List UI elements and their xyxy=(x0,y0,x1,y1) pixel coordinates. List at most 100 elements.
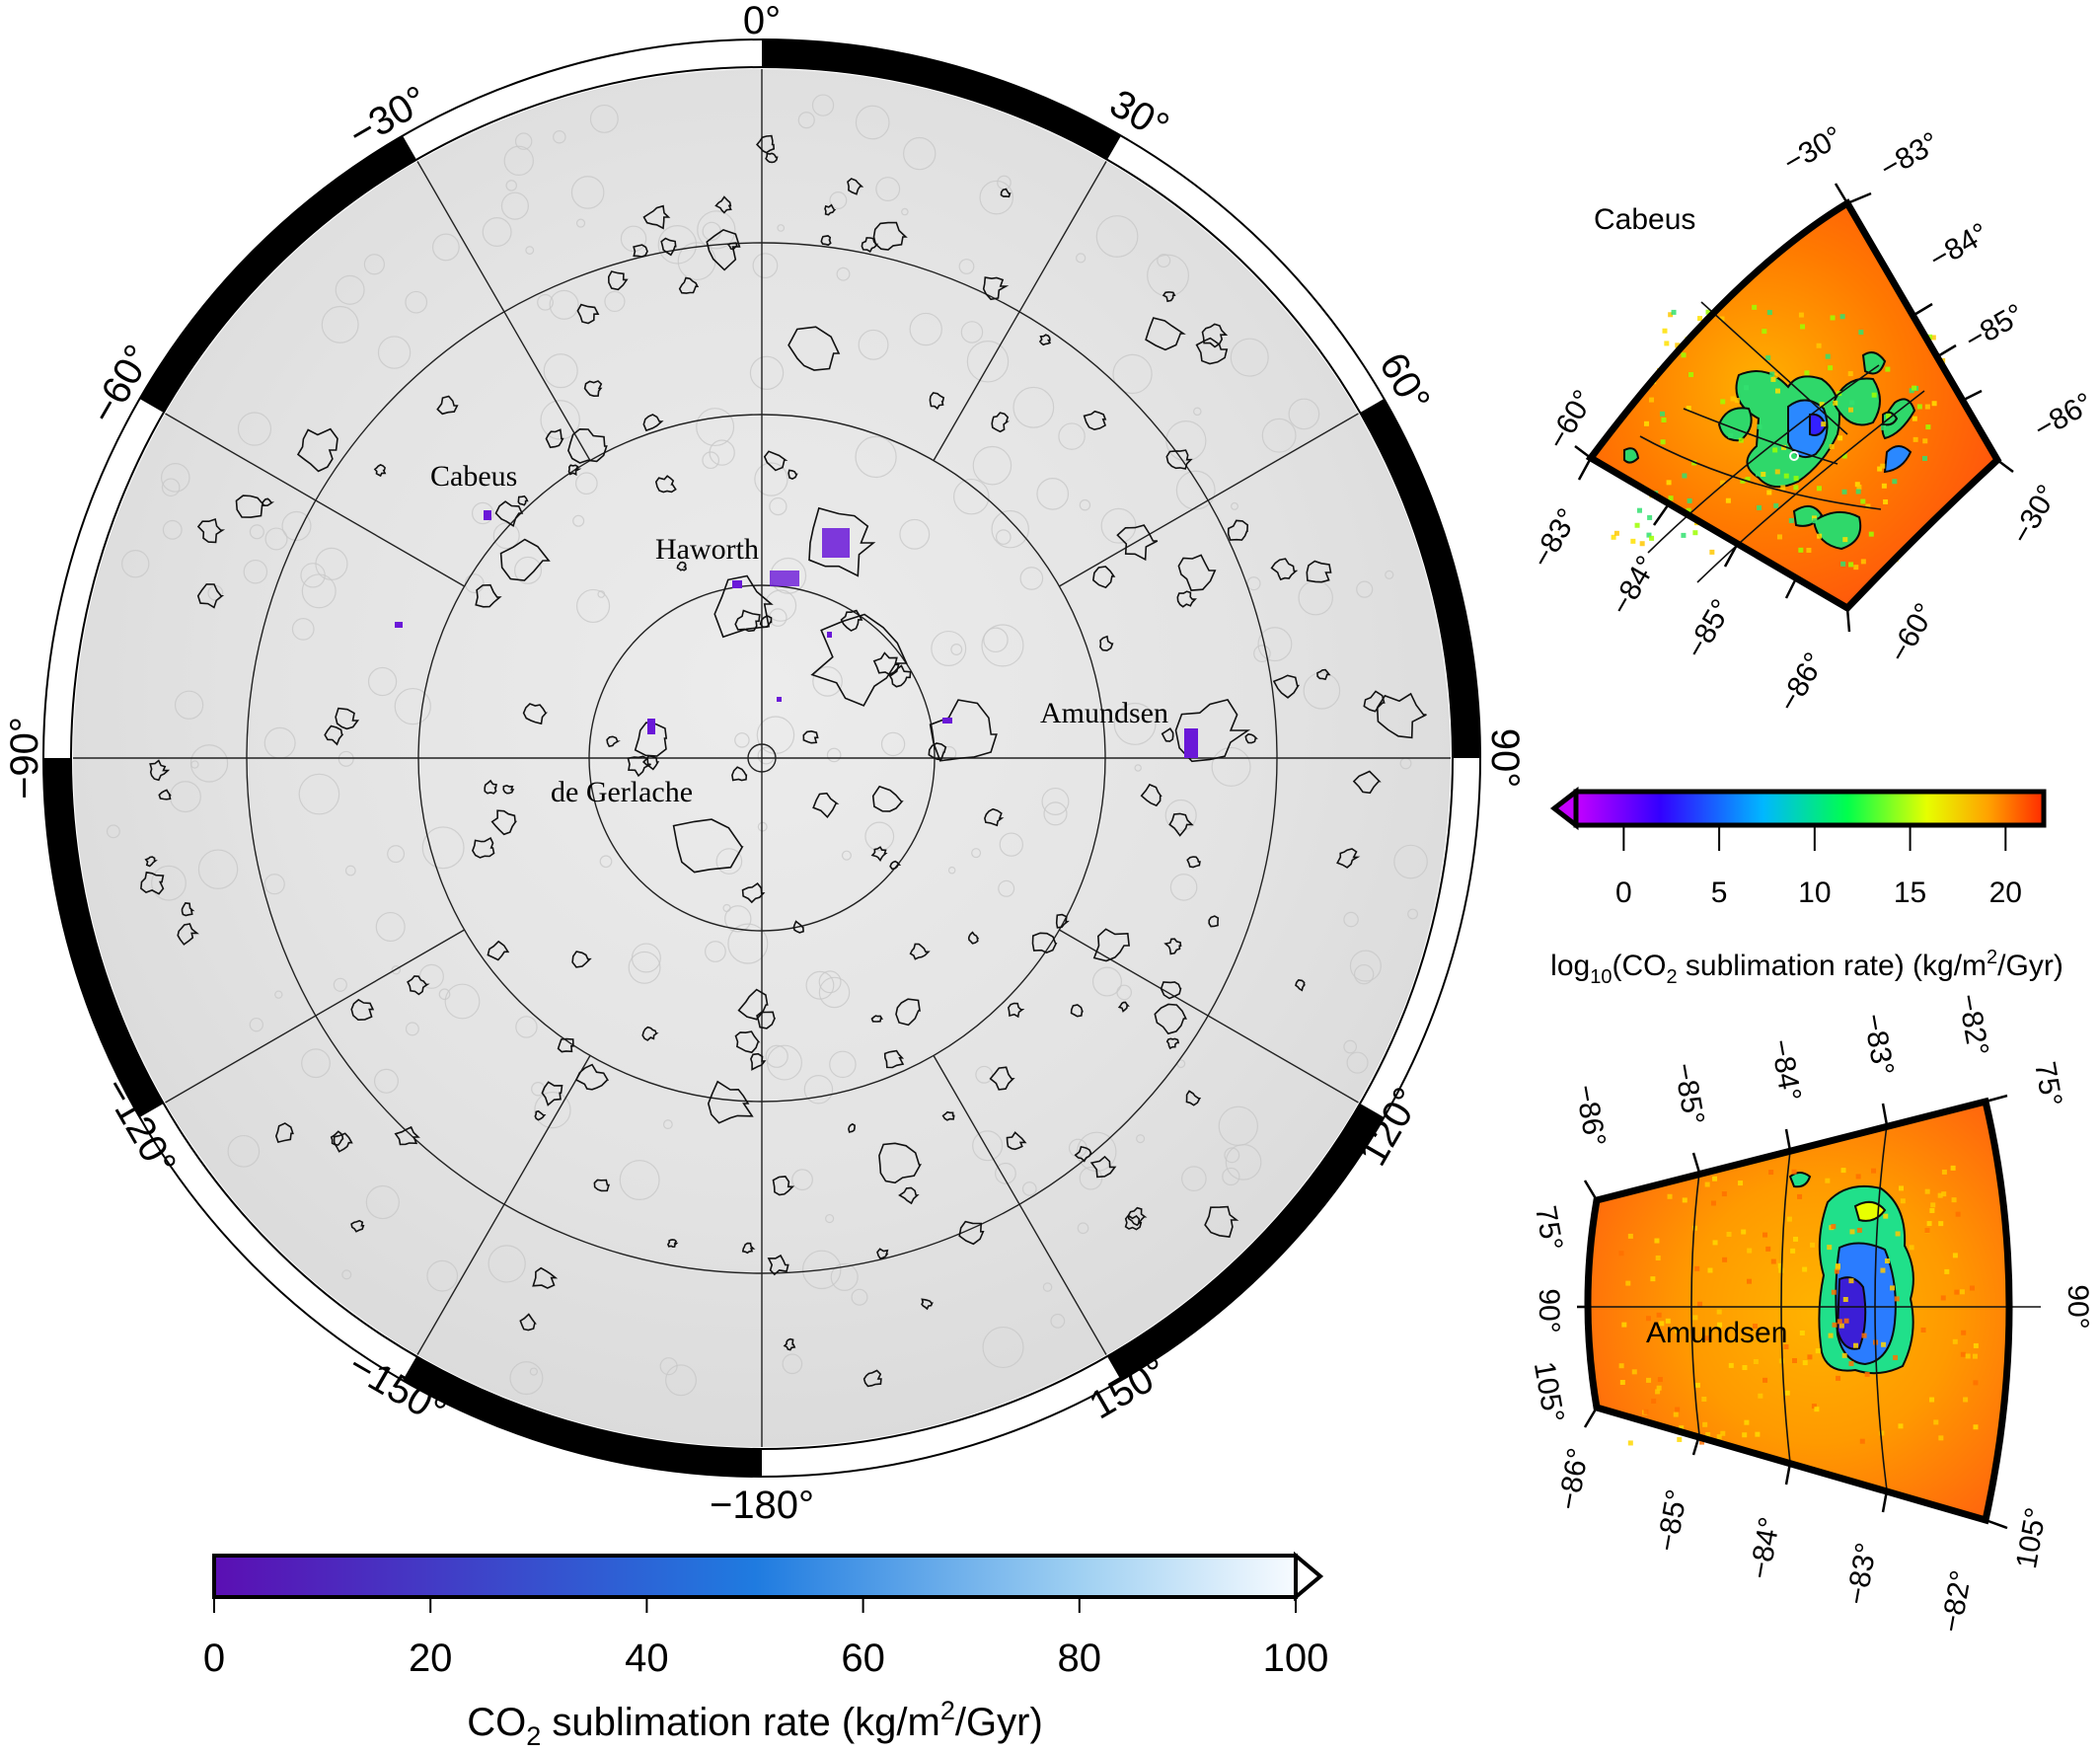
cabeus-lat-bottom-85: −85° xyxy=(1680,594,1739,664)
raster-pixel xyxy=(1892,479,1898,485)
psr-outline xyxy=(750,1052,767,1071)
lon-label-minus90: −90° xyxy=(3,717,46,800)
crater-shade xyxy=(818,970,842,994)
crater-shade xyxy=(509,1361,544,1396)
raster-pixel xyxy=(1933,1419,1939,1425)
crater-shade xyxy=(572,514,585,527)
raster-pixel xyxy=(1814,1407,1820,1412)
raster-pixel xyxy=(1849,400,1855,406)
psr-outline xyxy=(991,412,1010,433)
raster-pixel xyxy=(1774,388,1780,394)
psr-outline xyxy=(1186,856,1201,869)
amundsen-left-105: 105° xyxy=(1528,1359,1570,1425)
psr-outline xyxy=(296,427,338,473)
crater-shade xyxy=(575,218,586,228)
meridian-line xyxy=(165,929,465,1104)
crater-shade xyxy=(249,524,264,540)
raster-pixel xyxy=(1833,400,1838,406)
crater-shade xyxy=(106,824,120,839)
psr-outline xyxy=(576,303,600,325)
raster-pixel xyxy=(1692,530,1698,536)
crater-shade xyxy=(575,588,611,624)
raster-pixel xyxy=(1916,404,1922,410)
raster-pixel xyxy=(1825,1178,1831,1183)
crater-shade xyxy=(631,943,661,973)
raster-pixel xyxy=(1825,353,1831,359)
raster-pixel xyxy=(1752,1324,1758,1330)
psr-outline xyxy=(706,229,741,271)
raster-pixel xyxy=(1646,1377,1652,1383)
raster-pixel xyxy=(1702,1421,1708,1427)
crater-shade xyxy=(947,866,956,875)
crater-shade xyxy=(754,462,788,496)
crater-shade xyxy=(121,550,150,578)
crater-shade xyxy=(1288,398,1320,430)
psr-outline xyxy=(196,517,226,544)
crater-shade xyxy=(1076,253,1087,264)
raster-pixel xyxy=(1656,1385,1662,1391)
psr-outline xyxy=(1336,848,1361,869)
log-colorbar-tick-label: 5 xyxy=(1711,876,1728,909)
amundsen-top-86: −86° xyxy=(1569,1083,1612,1150)
crater-shade xyxy=(830,1262,859,1291)
psr-outline xyxy=(1000,188,1012,198)
raster-pixel xyxy=(1959,1289,1965,1295)
psr-outline xyxy=(1185,1090,1202,1106)
crater-shade xyxy=(903,136,937,171)
psr-outline xyxy=(499,538,551,581)
psr-outline xyxy=(713,574,774,639)
amundsen-top-82: −82° xyxy=(1952,992,1994,1059)
raster-pixel xyxy=(1841,1352,1847,1358)
raster-pixel xyxy=(1927,334,1933,340)
raster-pixel xyxy=(1774,469,1780,475)
main-colorbar-ticks: 0 20 40 60 80 100 xyxy=(203,1599,1328,1680)
main-colorbar-extend-arrow xyxy=(1294,1551,1324,1602)
cabeus-title: Cabeus xyxy=(1594,203,1695,236)
crater-shade xyxy=(665,1364,697,1397)
raster-pixel xyxy=(1778,1358,1784,1364)
raster-pixel xyxy=(1806,547,1812,553)
psr-outline xyxy=(1160,981,1182,1000)
crater-shade xyxy=(1246,576,1261,591)
crater-shade xyxy=(765,1044,788,1068)
raster-pixel xyxy=(1650,1276,1656,1282)
crater-shade xyxy=(1356,580,1374,598)
psr-outline xyxy=(872,221,908,251)
crater-shade xyxy=(375,911,406,943)
psr-outline xyxy=(783,1337,796,1351)
psr-outline xyxy=(870,1015,883,1023)
psr-outline xyxy=(1038,334,1052,346)
psr-outline xyxy=(494,500,524,527)
amundsen-bottom-86: −86° xyxy=(1552,1446,1595,1513)
raster-pixel xyxy=(1753,1359,1759,1365)
amundsen-field xyxy=(1588,1102,2009,1520)
meridian-line xyxy=(165,413,465,587)
crater-shade xyxy=(1193,407,1202,417)
raster-pixel xyxy=(1801,394,1807,400)
crater-shade xyxy=(752,253,779,279)
raster-pixel xyxy=(1662,328,1668,334)
psr-outline xyxy=(1352,770,1382,795)
crater-shade xyxy=(958,259,975,274)
raster-pixel xyxy=(1848,1361,1854,1367)
psr-outline xyxy=(1117,1001,1130,1013)
crater-shade xyxy=(249,1017,263,1032)
raster-pixel xyxy=(1757,504,1762,510)
raster-pixel xyxy=(1861,1333,1867,1338)
crater-shade xyxy=(777,224,786,232)
raster-pixel xyxy=(1810,1242,1816,1248)
psr-outline xyxy=(792,920,804,934)
crater-shade xyxy=(1181,1166,1207,1191)
raster-pixel xyxy=(1717,1322,1723,1328)
psr-outline xyxy=(889,860,902,871)
raster-pixel xyxy=(1912,385,1917,391)
raster-pixel xyxy=(1797,1193,1803,1199)
crater-shade xyxy=(826,747,842,763)
raster-pixel xyxy=(1848,562,1854,568)
psr-outline xyxy=(1165,449,1193,470)
psr-outline xyxy=(1270,558,1299,581)
raster-pixel xyxy=(1783,473,1789,479)
raster-pixel xyxy=(1660,439,1666,445)
crater-shade xyxy=(782,1353,803,1375)
psr-outline xyxy=(1244,732,1258,744)
